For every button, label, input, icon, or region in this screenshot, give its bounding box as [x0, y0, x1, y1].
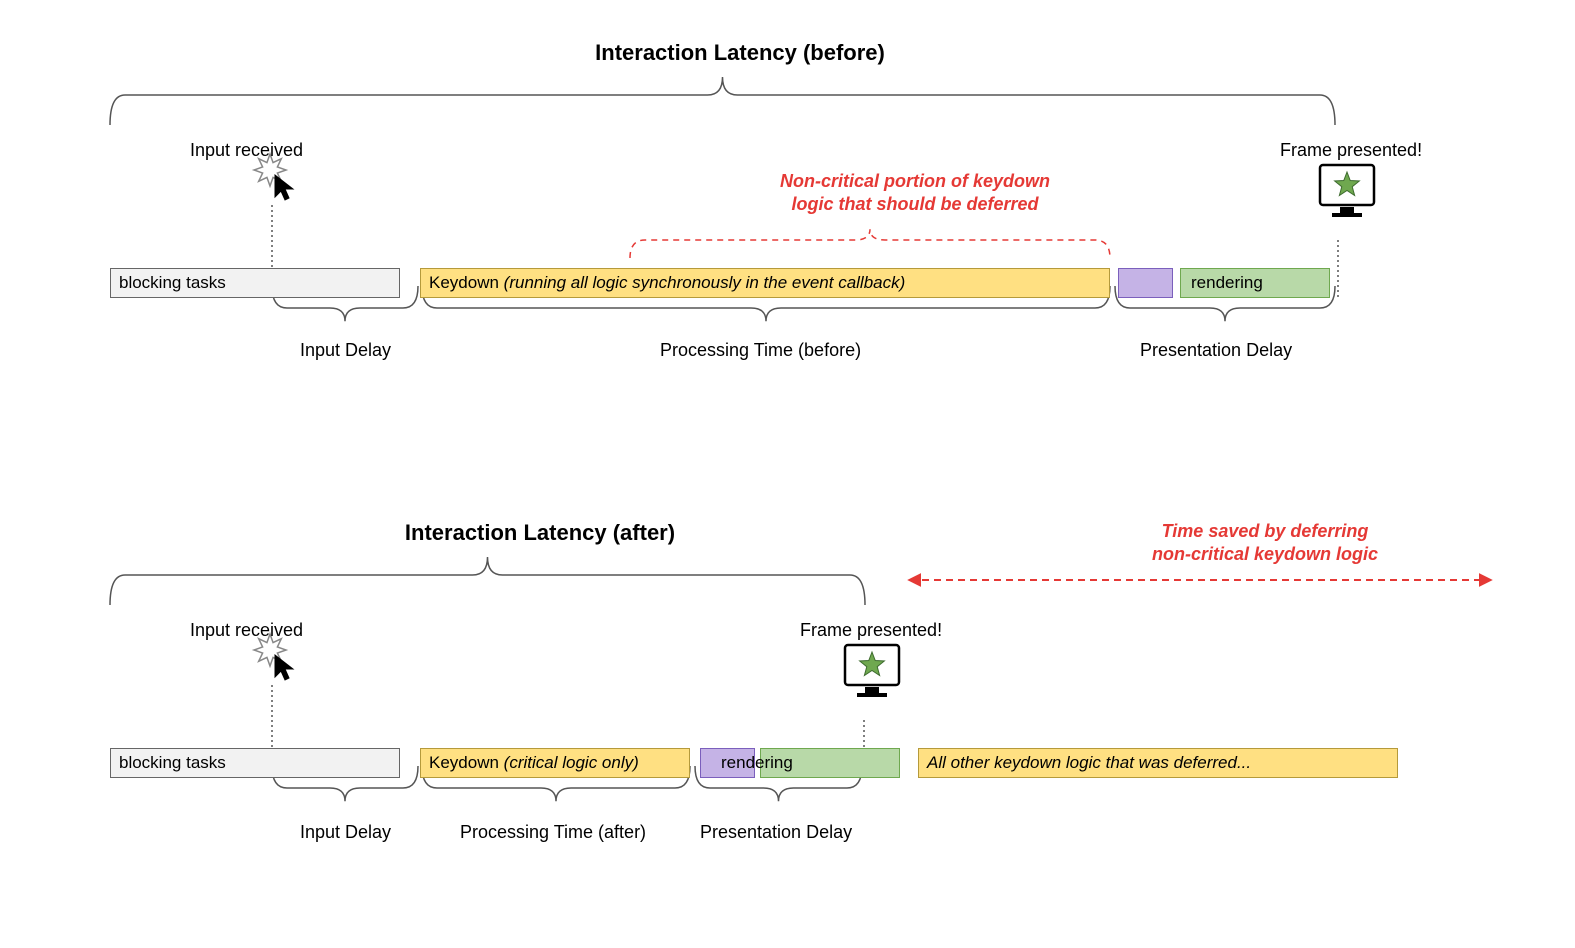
rendering-bar-text: rendering — [1191, 273, 1263, 293]
section-title: Interaction Latency (before) — [490, 40, 990, 66]
brace-label-1: Processing Time (after) — [460, 822, 646, 843]
blocking-tasks-bar: blocking tasks — [110, 268, 400, 298]
blocking-tasks-bar-text: blocking tasks — [119, 273, 226, 293]
brace-label-0: Input Delay — [300, 340, 391, 361]
deferred-bar-text: All other keydown logic that was deferre… — [927, 753, 1251, 773]
keydown-bar: Keydown (critical logic only) — [420, 748, 690, 778]
rendering-bar: rendering — [760, 748, 900, 778]
red-annotation: Non-critical portion of keydownlogic tha… — [740, 170, 1090, 217]
brace-label-0: Input Delay — [300, 822, 391, 843]
section-title: Interaction Latency (after) — [340, 520, 740, 546]
blocking-tasks-bar: blocking tasks — [110, 748, 400, 778]
frame-presented-label: Frame presented! — [800, 620, 942, 641]
red-annotation: Time saved by deferringnon-critical keyd… — [1090, 520, 1440, 567]
rendering-bar-text: rendering — [721, 753, 793, 773]
keydown-bar: Keydown (running all logic synchronously… — [420, 268, 1110, 298]
purple-bar — [1118, 268, 1173, 298]
blocking-tasks-bar-text: blocking tasks — [119, 753, 226, 773]
input-received-label: Input received — [190, 140, 303, 161]
rendering-bar: rendering — [1180, 268, 1330, 298]
frame-presented-label: Frame presented! — [1280, 140, 1422, 161]
deferred-bar: All other keydown logic that was deferre… — [918, 748, 1398, 778]
interaction-latency-diagram: Interaction Latency (before) Input receiv… — [40, 40, 1535, 908]
brace-label-2: Presentation Delay — [1140, 340, 1292, 361]
keydown-bar-text: Keydown (running all logic synchronously… — [429, 273, 905, 293]
keydown-bar-text: Keydown (critical logic only) — [429, 753, 639, 773]
brace-label-2: Presentation Delay — [700, 822, 852, 843]
brace-label-1: Processing Time (before) — [660, 340, 861, 361]
input-received-label: Input received — [190, 620, 303, 641]
